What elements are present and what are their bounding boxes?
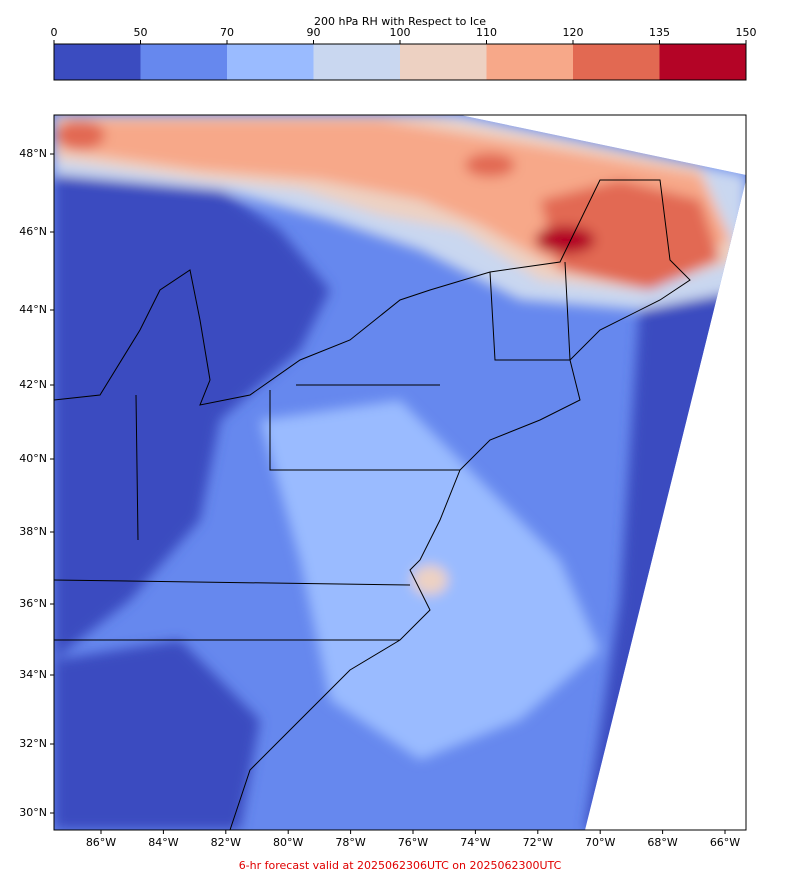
colorbar-tick-label: 90	[307, 26, 321, 39]
axes: 48°N 46°N 44°N 42°N 40°N 38°N 36°N 34°N 32°N 30°N…	[19, 147, 740, 849]
lon-label: 78°W	[335, 836, 365, 849]
lon-label: 76°W	[398, 836, 428, 849]
lat-label: 42°N	[19, 378, 47, 391]
lon-label: 80°W	[273, 836, 303, 849]
lon-label: 66°W	[710, 836, 740, 849]
lon-label: 86°W	[86, 836, 116, 849]
lat-label: 36°N	[19, 597, 47, 610]
lon-label: 70°W	[585, 836, 615, 849]
lat-label: 32°N	[19, 737, 47, 750]
colorbar-tick-label: 100	[390, 26, 411, 39]
lat-label: 46°N	[19, 225, 47, 238]
lat-label: 34°N	[19, 668, 47, 681]
footer: 6-hr forecast valid at 2025062306UTC on …	[239, 859, 562, 872]
colorbar: 0 50 70 90 100 110 120 135 150	[51, 26, 757, 81]
colorbar-tick-label: 120	[563, 26, 584, 39]
colorbar-segment	[486, 44, 573, 80]
colorbar-segment	[659, 44, 746, 80]
lon-label: 74°W	[460, 836, 490, 849]
lon-label: 82°W	[211, 836, 241, 849]
colorbar-tick-label: 150	[736, 26, 757, 39]
rh-field	[54, 115, 746, 830]
colorbar-tick-label: 50	[134, 26, 148, 39]
colorbar-segment	[573, 44, 660, 80]
lat-label: 40°N	[19, 452, 47, 465]
lon-label: 72°W	[523, 836, 553, 849]
colorbar-segment	[227, 44, 314, 80]
colorbar-tick-label: 70	[220, 26, 234, 39]
colorbar-title: 200 hPa RH with Respect to Ice	[314, 15, 486, 28]
colorbar-segment	[140, 44, 227, 80]
lat-label: 48°N	[19, 147, 47, 160]
colorbar-segment	[54, 44, 141, 80]
lon-label: 84°W	[148, 836, 178, 849]
colorbar-tick-label: 110	[476, 26, 497, 39]
map-frame	[53, 114, 747, 831]
colorbar-segment	[313, 44, 400, 80]
lat-label: 30°N	[19, 806, 47, 819]
colorbar-segment	[400, 44, 487, 80]
lon-label: 68°W	[647, 836, 677, 849]
lat-label: 44°N	[19, 303, 47, 316]
colorbar-tick-label: 135	[649, 26, 670, 39]
lat-label: 38°N	[19, 525, 47, 538]
colorbar-tick-label: 0	[51, 26, 58, 39]
